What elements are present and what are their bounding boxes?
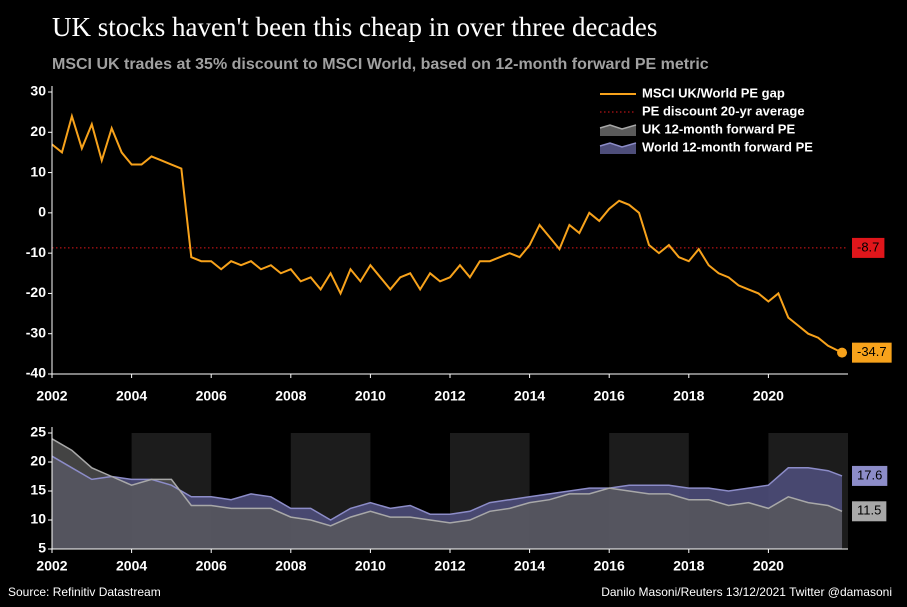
x-tick-label: 2014 (514, 388, 545, 404)
legend-label: PE discount 20-yr average (642, 103, 805, 118)
chart-title: UK stocks haven't been this cheap in ove… (52, 12, 657, 42)
chart-subtitle: MSCI UK trades at 35% discount to MSCI W… (52, 56, 709, 73)
end-label-box (852, 465, 888, 486)
x-tick-label: 2004 (116, 558, 147, 574)
x-tick-label: 2008 (275, 558, 306, 574)
end-label-box (852, 237, 885, 258)
y-tick-label: 5 (38, 540, 46, 556)
y-tick-label: -30 (26, 324, 46, 340)
line (51, 112, 843, 354)
x-tick-label: 2010 (355, 558, 386, 574)
area-edge (51, 455, 843, 521)
x-tick-label: 2014 (514, 558, 545, 574)
x-tick-label: 2008 (275, 388, 306, 404)
x-tick-label: 2020 (753, 388, 784, 404)
x-tick-label: 2012 (434, 558, 465, 574)
y-tick-label: -40 (26, 365, 46, 381)
credit: Danilo Masoni/Reuters 13/12/2021 Twitter… (601, 585, 892, 599)
x-tick-label: 2010 (355, 388, 386, 404)
area (52, 438, 843, 549)
y-tick-label: 25 (30, 424, 46, 440)
x-tick-label: 2020 (753, 558, 784, 574)
source: Source: Refinitiv Datastream (8, 585, 161, 599)
end-label: 17.6 (857, 467, 882, 482)
end-label: -8.7 (857, 239, 879, 254)
y-tick-label: 20 (30, 453, 46, 469)
x-tick-label: 2016 (594, 558, 625, 574)
area-edge (51, 438, 843, 527)
x-tick-label: 2018 (673, 558, 704, 574)
y-tick-label: -20 (26, 284, 46, 300)
y-tick-label: 15 (30, 482, 46, 498)
x-tick-label: 2018 (673, 388, 704, 404)
x-tick-label: 2006 (196, 558, 227, 574)
end-label-box (852, 342, 892, 363)
y-tick-label: 30 (30, 83, 46, 99)
y-tick-label: 20 (30, 123, 46, 139)
end-label: 11.5 (857, 503, 881, 518)
y-tick-label: 0 (38, 204, 46, 220)
end-label: -34.7 (857, 344, 887, 359)
y-tick-label: -10 (26, 244, 46, 260)
end-label-box (852, 501, 887, 522)
legend-label: MSCI UK/World PE gap (642, 85, 785, 100)
y-tick-label: 10 (30, 163, 46, 179)
legend-label: World 12-month forward PE (642, 139, 813, 154)
y-tick-label: 10 (30, 511, 46, 527)
x-tick-label: 2012 (434, 388, 465, 404)
legend-label: UK 12-month forward PE (642, 121, 795, 136)
x-tick-label: 2002 (36, 558, 67, 574)
legend-swatch (599, 124, 637, 130)
x-tick-label: 2016 (594, 388, 625, 404)
x-tick-label: 2006 (196, 388, 227, 404)
end-point (837, 347, 848, 358)
legend-swatch (599, 142, 637, 148)
x-tick-label: 2004 (116, 388, 147, 404)
x-tick-label: 2002 (36, 388, 67, 404)
